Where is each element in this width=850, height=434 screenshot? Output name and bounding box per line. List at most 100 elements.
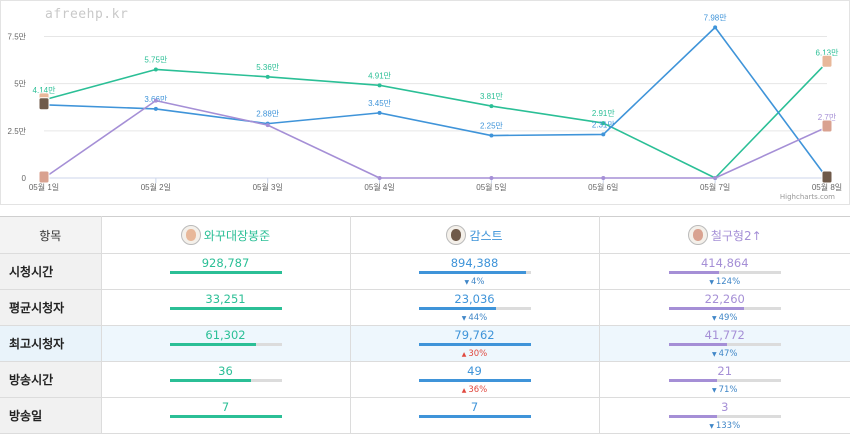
metric-value: 36	[102, 364, 350, 378]
y-tick-label: 7.5만	[8, 32, 27, 41]
face-icon	[693, 229, 703, 241]
data-point	[154, 67, 158, 71]
metric-bar-fill	[669, 307, 744, 310]
face-icon	[186, 229, 196, 241]
metric-value: 23,036	[351, 292, 599, 306]
row-label: 평균시청자	[0, 290, 101, 326]
diff-text: 133%	[716, 421, 740, 431]
series-line	[44, 101, 827, 178]
metric-value: 41,772	[600, 328, 850, 342]
series-line	[44, 62, 827, 178]
metric-value: 61,302	[102, 328, 350, 342]
metric-value: 3	[600, 400, 850, 414]
channel-header-1[interactable]: 와꾸대장봉준	[101, 217, 350, 254]
metric-bar	[419, 415, 531, 418]
metric-bar	[170, 343, 282, 346]
diff-text: 47%	[719, 349, 738, 359]
data-point	[601, 176, 605, 180]
diff-badge: ▼ 49%	[600, 312, 850, 325]
x-tick-label: 05월 5일	[476, 182, 506, 192]
data-label: 7.98만	[704, 13, 728, 22]
metric-value: 21	[600, 364, 850, 378]
data-point	[266, 123, 270, 127]
diff-badge: ▼ 71%	[600, 384, 850, 397]
metric-bar-fill	[669, 379, 717, 382]
x-tick-label: 05월 7일	[700, 182, 730, 192]
data-point	[154, 99, 158, 103]
metric-bar	[669, 415, 781, 418]
metric-bar	[419, 271, 531, 274]
diff-text: 44%	[468, 313, 487, 323]
x-tick-label: 05월 6일	[588, 182, 618, 192]
metric-cell: 3 ▼ 133%	[599, 398, 850, 434]
diff-badge: ▼ 133%	[600, 420, 850, 433]
channel-name: 감스트	[469, 227, 502, 244]
metric-bar-fill	[170, 307, 282, 310]
metric-cell: 894,388 ▼ 4%	[350, 254, 599, 290]
data-point	[378, 176, 382, 180]
y-tick-label: 0	[22, 174, 27, 183]
metric-cell: 79,762▲ 30%	[350, 326, 599, 362]
row-label: 시청시간	[0, 254, 101, 290]
metric-cell: 23,036▼ 44%	[350, 290, 599, 326]
metric-cell: 21 ▼ 71%	[599, 362, 850, 398]
metric-bar-fill	[669, 415, 717, 418]
diff-text: 4%	[471, 277, 485, 287]
data-point	[713, 25, 717, 29]
metric-value: 414,864	[600, 256, 850, 270]
metric-value: 7	[102, 400, 350, 414]
metric-bar-fill	[170, 343, 256, 346]
row-label: 방송일	[0, 398, 101, 434]
channel-header-2[interactable]: 감스트	[350, 217, 599, 254]
metric-value: 7	[351, 400, 599, 414]
metric-bar-fill	[669, 271, 719, 274]
data-label: 2.25만	[480, 122, 504, 131]
channel-name: 철구형2↑	[711, 227, 762, 244]
data-label: 3.45만	[368, 99, 392, 108]
channel-avatar-marker	[39, 171, 49, 183]
metric-cell: 7	[350, 398, 599, 434]
watermark: afreehp.kr	[45, 7, 128, 22]
diff-text: 36%	[468, 385, 487, 395]
metric-cell: 414,864 ▼ 124%	[599, 254, 850, 290]
metric-bar-fill	[669, 343, 727, 346]
metric-bar-fill	[419, 379, 531, 382]
metric-cell: 36	[101, 362, 350, 398]
metric-value: 33,251	[102, 292, 350, 306]
channel-avatar-marker	[822, 120, 832, 132]
avatar	[688, 225, 708, 245]
channel-header-3[interactable]: 철구형2↑	[599, 217, 850, 254]
data-point	[601, 132, 605, 136]
avatar	[181, 225, 201, 245]
metric-bar	[669, 343, 781, 346]
metric-bar	[170, 271, 282, 274]
metric-bar	[170, 307, 282, 310]
diff-badge: ▼ 124%	[600, 276, 850, 289]
data-point	[266, 75, 270, 79]
metric-bar-fill	[170, 415, 282, 418]
metric-bar-fill	[419, 415, 531, 418]
diff-text: 124%	[716, 277, 740, 287]
metric-value: 894,388	[351, 256, 599, 270]
metric-cell: 22,260▼ 49%	[599, 290, 850, 326]
diff-badge: ▲ 36%	[351, 384, 599, 397]
diff-badge: ▼ 4%	[351, 276, 599, 289]
metric-cell: 928,787	[101, 254, 350, 290]
metric-bar-fill	[419, 343, 531, 346]
metric-cell: 49▲ 36%	[350, 362, 599, 398]
data-point	[489, 134, 493, 138]
metric-value: 79,762	[351, 328, 599, 342]
metric-value: 928,787	[102, 256, 350, 270]
metric-bar	[170, 379, 282, 382]
data-label: 3.81만	[480, 92, 504, 101]
diff-badge: ▼ 47%	[600, 348, 850, 361]
highcharts-credits-link[interactable]: Highcharts.com	[780, 193, 835, 201]
metric-bar	[419, 307, 531, 310]
header-item-label: 항목	[0, 217, 101, 254]
data-point	[489, 176, 493, 180]
